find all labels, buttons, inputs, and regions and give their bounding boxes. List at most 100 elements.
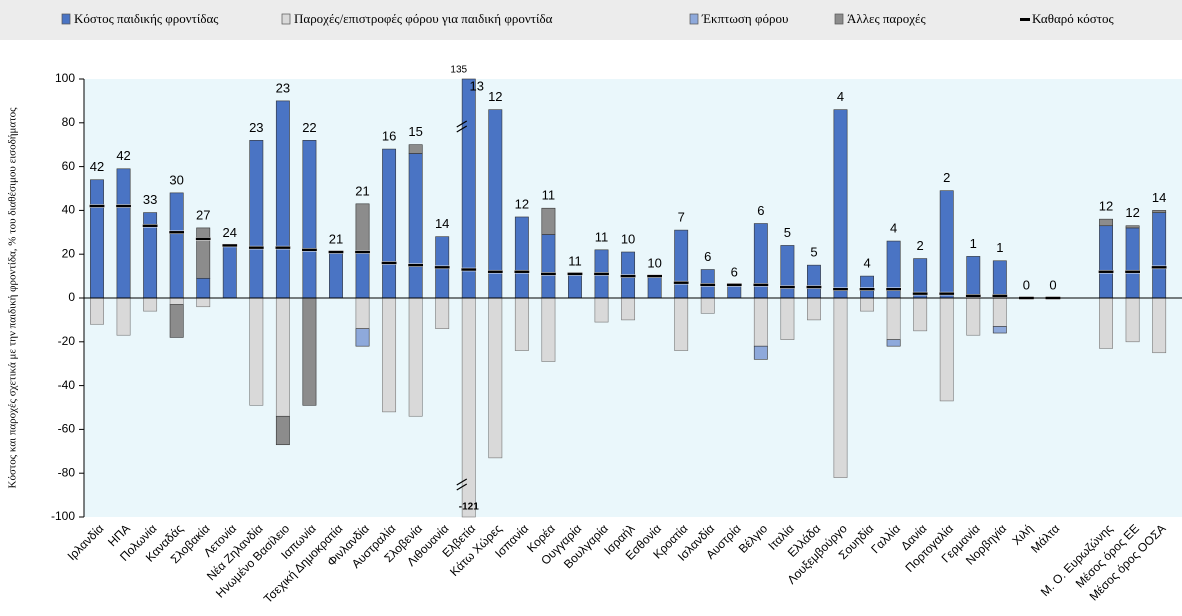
bar	[382, 148, 397, 299]
legend-swatch	[61, 13, 71, 25]
legend-swatch	[1020, 18, 1030, 21]
data-label: -121	[459, 502, 479, 513]
bar	[488, 297, 503, 459]
net-cost-marker	[752, 283, 769, 287]
y-tick-label: 60	[62, 159, 76, 173]
data-label: 11	[568, 253, 582, 268]
net-cost-marker	[726, 283, 743, 287]
data-label: 2	[943, 170, 950, 185]
bar	[939, 190, 954, 299]
data-label: 5	[810, 245, 817, 260]
bar	[753, 345, 768, 360]
bar	[382, 297, 397, 413]
bar	[275, 100, 290, 299]
bar	[408, 297, 423, 417]
bar	[302, 140, 317, 299]
net-cost-marker	[89, 204, 105, 208]
data-label: 14	[435, 216, 449, 231]
bar	[647, 275, 662, 299]
bar	[302, 297, 317, 406]
net-cost-marker	[673, 280, 690, 285]
net-cost-marker	[912, 291, 929, 296]
data-label: 42	[116, 148, 130, 163]
bar	[275, 415, 290, 446]
y-tick-label: 0	[68, 290, 75, 304]
net-cost-marker	[142, 223, 158, 228]
bar	[886, 297, 901, 340]
legend-label: Κόστος παιδικής φροντίδας	[74, 11, 219, 26]
legend-band	[0, 0, 1182, 40]
net-cost-marker	[620, 274, 636, 278]
bar	[727, 284, 742, 299]
legend-label: Έκπτωση φόρου	[701, 11, 788, 26]
bar	[807, 297, 821, 321]
y-tick-label: 80	[62, 115, 76, 129]
data-label: 12	[1125, 205, 1139, 220]
bar	[514, 297, 529, 351]
data-label: 10	[621, 231, 635, 246]
data-label: 23	[249, 120, 263, 135]
data-label: 7	[678, 210, 685, 225]
net-cost-marker	[806, 285, 822, 289]
x-tick-label: Βέλγιο	[736, 521, 771, 556]
bar	[196, 297, 211, 308]
net-cost-marker	[115, 204, 132, 208]
bar	[1125, 297, 1140, 343]
bar	[1099, 297, 1113, 349]
legend-label: Παροχές/επιστροφές φόρου για παιδική φρο…	[294, 11, 553, 26]
net-cost-marker	[832, 287, 849, 291]
bar	[275, 297, 290, 417]
bar	[1099, 225, 1113, 299]
data-label: 16	[382, 129, 396, 144]
bar	[674, 229, 689, 299]
bar	[222, 245, 237, 299]
data-label: 42	[90, 159, 104, 174]
bar	[833, 109, 848, 299]
data-label: 23	[276, 80, 290, 95]
data-label: 24	[223, 225, 237, 240]
bar	[753, 297, 768, 347]
net-cost-marker	[859, 287, 875, 291]
data-label: 12	[515, 196, 529, 211]
net-cost-marker	[195, 237, 212, 241]
bar	[913, 297, 928, 332]
bar	[169, 192, 184, 299]
data-label: 5	[784, 225, 791, 240]
legend-swatch	[834, 13, 844, 25]
data-label: 21	[329, 231, 343, 246]
data-label: 1	[970, 236, 977, 251]
net-cost-marker	[540, 272, 557, 276]
bar	[939, 297, 954, 402]
bar	[541, 234, 556, 299]
bar	[196, 227, 211, 279]
net-cost-marker	[965, 294, 982, 298]
net-cost-marker	[567, 272, 583, 276]
net-cost-marker	[699, 283, 716, 287]
bar	[169, 297, 184, 305]
data-label: 12	[1099, 199, 1113, 214]
bar	[1125, 227, 1140, 299]
bar	[780, 297, 795, 340]
bar	[700, 297, 715, 314]
bar	[90, 179, 104, 299]
net-cost-marker	[434, 265, 451, 270]
bar	[514, 216, 529, 299]
data-label: 0	[1023, 277, 1030, 292]
axis-break	[456, 478, 468, 491]
net-cost-marker	[593, 272, 610, 276]
data-label: 11	[542, 188, 556, 203]
net-cost-marker	[938, 291, 955, 296]
bar	[116, 297, 131, 336]
data-label: 2	[917, 238, 924, 253]
net-cost-marker	[1124, 269, 1141, 274]
bar	[833, 297, 848, 478]
bar	[435, 297, 450, 329]
bar	[568, 273, 582, 299]
data-label: 13	[470, 78, 484, 93]
bar	[860, 275, 874, 299]
data-label: 6	[704, 249, 711, 264]
y-tick-label: -20	[58, 334, 76, 348]
legend-swatch	[281, 13, 291, 25]
